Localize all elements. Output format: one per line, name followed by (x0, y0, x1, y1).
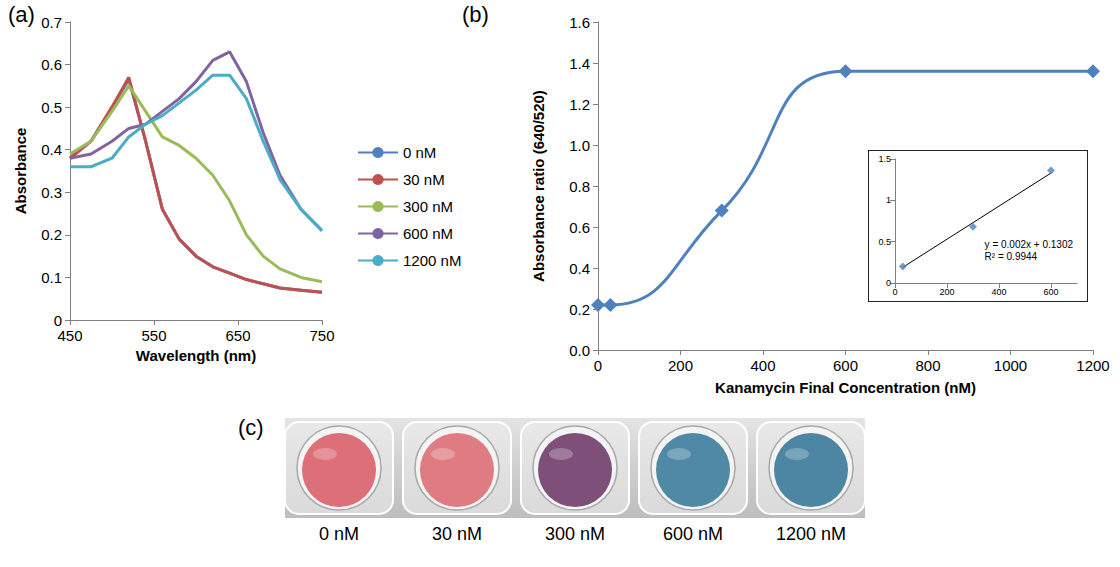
svg-text:800: 800 (915, 357, 940, 374)
svg-text:0: 0 (54, 312, 62, 329)
svg-text:y = 0.002x + 0.1302: y = 0.002x + 0.1302 (985, 239, 1074, 250)
svg-text:0 nM: 0 nM (403, 144, 436, 161)
svg-text:0.6: 0.6 (41, 56, 62, 73)
svg-text:1.4: 1.4 (569, 55, 590, 72)
svg-text:0.5: 0.5 (41, 99, 62, 116)
svg-text:1.5: 1.5 (878, 154, 891, 164)
svg-text:0.5: 0.5 (878, 237, 891, 247)
html-text:(b): (b) (462, 2, 489, 27)
svg-text:0.1: 0.1 (41, 269, 62, 286)
svg-text:0: 0 (892, 287, 897, 297)
html-text:(c): (c) (238, 415, 264, 440)
svg-text:0.0: 0.0 (569, 342, 590, 359)
svg-text:0.2: 0.2 (569, 301, 590, 318)
html-text:(a): (a) (8, 2, 35, 27)
svg-text:1.0: 1.0 (569, 137, 590, 154)
svg-text:30 nM: 30 nM (403, 171, 445, 188)
svg-text:400: 400 (991, 287, 1006, 297)
svg-text:600: 600 (1043, 287, 1058, 297)
svg-text:1200 nM: 1200 nM (403, 252, 461, 269)
svg-text:Absorbance ratio (640/520): Absorbance ratio (640/520) (530, 90, 547, 282)
svg-text:1.6: 1.6 (569, 14, 590, 31)
svg-text:550: 550 (141, 327, 166, 344)
svg-text:1200: 1200 (1076, 357, 1109, 374)
html-text:30 nM: 30 nM (432, 524, 482, 544)
svg-text:0.3: 0.3 (41, 184, 62, 201)
svg-text:0.8: 0.8 (569, 178, 590, 195)
svg-text:0.2: 0.2 (41, 226, 62, 243)
svg-text:0: 0 (886, 278, 891, 288)
svg-text:R² = 0.9944: R² = 0.9944 (985, 251, 1038, 262)
html-text:300 nM: 300 nM (545, 524, 605, 544)
svg-text:Absorbance: Absorbance (12, 128, 29, 215)
svg-text:1000: 1000 (994, 357, 1027, 374)
svg-text:200: 200 (939, 287, 954, 297)
svg-text:400: 400 (750, 357, 775, 374)
svg-text:0.4: 0.4 (41, 141, 62, 158)
html-text:0 nM: 0 nM (319, 524, 359, 544)
svg-text:Wavelength (nm): Wavelength (nm) (136, 347, 256, 364)
svg-text:0: 0 (594, 357, 602, 374)
svg-text:1: 1 (886, 195, 891, 205)
svg-text:300 nM: 300 nM (403, 198, 453, 215)
svg-text:600: 600 (833, 357, 858, 374)
svg-text:600 nM: 600 nM (403, 225, 453, 242)
svg-text:450: 450 (57, 327, 82, 344)
svg-text:750: 750 (309, 327, 334, 344)
svg-text:1.2: 1.2 (569, 96, 590, 113)
svg-text:Kanamycin Final Concentration: Kanamycin Final Concentration (nM) (715, 379, 976, 396)
html-text:600 nM: 600 nM (663, 524, 723, 544)
svg-text:0.6: 0.6 (569, 219, 590, 236)
svg-text:650: 650 (225, 327, 250, 344)
svg-text:200: 200 (668, 357, 693, 374)
svg-text:0.4: 0.4 (569, 260, 590, 277)
svg-text:0.7: 0.7 (41, 14, 62, 31)
html-text:1200 nM: 1200 nM (776, 524, 846, 544)
